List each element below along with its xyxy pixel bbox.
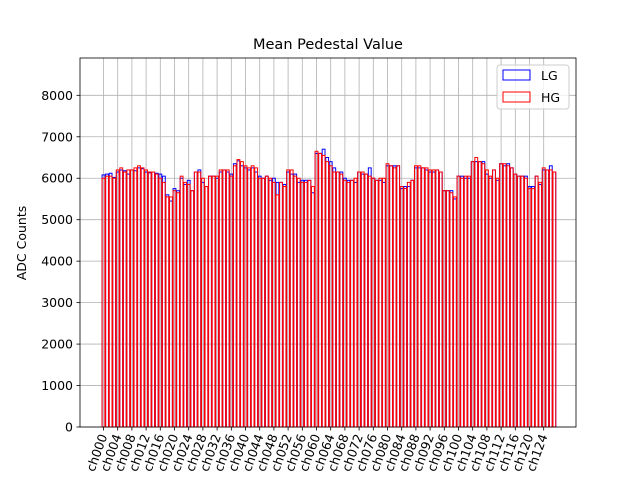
chart-title: Mean Pedestal Value xyxy=(253,37,403,53)
y-tick-label: 1000 xyxy=(41,378,73,393)
y-tick-label: 3000 xyxy=(41,295,73,310)
legend-label-hg: HG xyxy=(541,90,560,105)
plot-frame xyxy=(79,57,577,428)
y-tick-label: 7000 xyxy=(41,129,73,144)
y-axis-ticks: 0 1000 2000 3000 4000 5000 6000 7000 8000 xyxy=(41,88,80,435)
y-axis-label: ADC Counts xyxy=(14,206,29,281)
legend-label-lg: LG xyxy=(541,68,558,83)
y-tick-label: 5000 xyxy=(41,212,73,227)
y-tick-label: 6000 xyxy=(41,171,73,186)
x-axis-ticks: ch000ch004ch008ch012ch016ch020ch024ch028… xyxy=(83,427,551,473)
legend-swatch-hg xyxy=(502,91,531,103)
y-tick-label: 2000 xyxy=(41,337,73,352)
y-tick-label: 0 xyxy=(65,420,73,435)
legend: LG HG xyxy=(496,64,570,110)
x-gridlines xyxy=(103,58,545,427)
axes xyxy=(79,57,577,428)
y-tick-label: 4000 xyxy=(41,254,73,269)
legend-swatch-lg xyxy=(502,69,531,81)
y-tick-label: 8000 xyxy=(41,88,73,103)
legend-frame xyxy=(496,64,570,110)
